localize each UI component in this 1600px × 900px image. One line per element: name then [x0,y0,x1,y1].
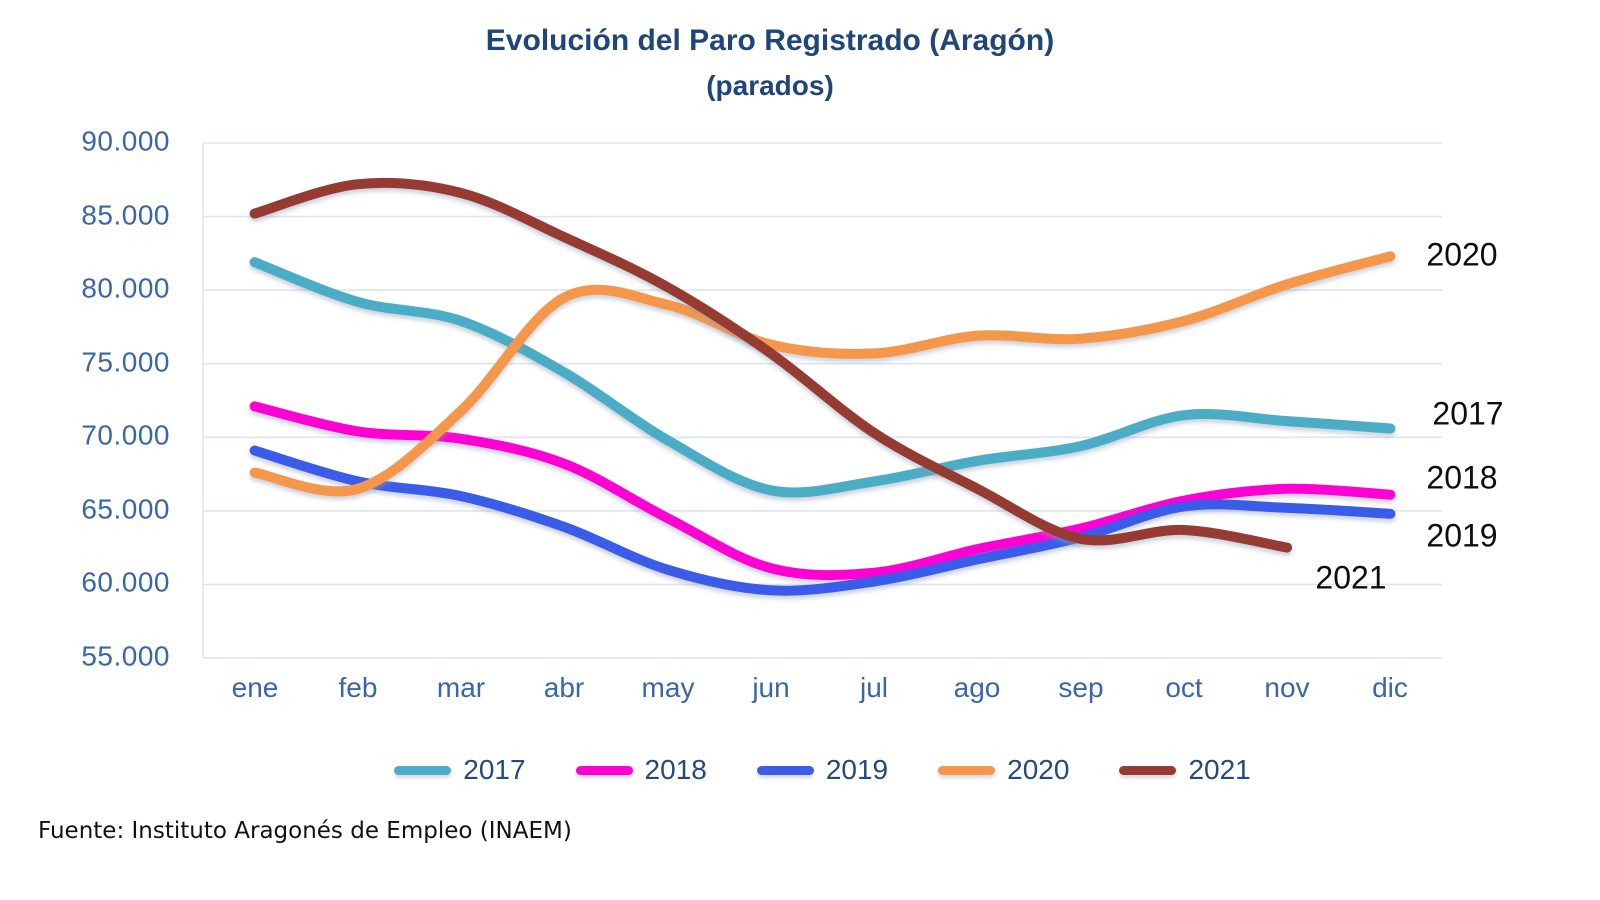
legend-item-2017: 2017 [394,754,526,786]
series-line-2017 [249,257,1396,498]
series-end-label-2021: 2021 [1315,559,1387,596]
legend-label-2017: 2017 [463,754,526,785]
x-tick-label-dic: dic [1372,672,1408,703]
x-tick-label-oct: oct [1165,672,1203,703]
x-tick-label-jun: jun [752,672,790,703]
x-tick-label-nov: nov [1264,672,1310,703]
legend-item-2018: 2018 [575,754,707,786]
x-tick-label-may: may [641,672,695,703]
x-tick-label-mar: mar [436,672,486,703]
legend-item-2021: 2021 [1119,754,1251,786]
chart-title: Evolución del Paro Registrado (Aragón) [485,24,1055,57]
y-tick-label: 75.000 [81,346,170,378]
chart-subtitle: (parados) [706,70,834,101]
legend-label-2019: 2019 [825,754,889,785]
x-tick-label-ene: ene [231,672,279,703]
series-line-2019 [249,445,1396,596]
x-tick-label-sep: sep [1058,672,1104,703]
y-tick-label: 65.000 [81,493,170,525]
chart-canvas [202,142,1442,659]
series-end-label-2017: 2017 [1432,395,1504,432]
legend-label-2021: 2021 [1188,754,1251,785]
y-tick-label: 55.000 [81,640,170,672]
series-line-2020 [249,251,1396,497]
legend-swatch-2021 [1119,765,1177,775]
x-tick-label-jul: jul [859,672,888,703]
series-end-label-2020: 2020 [1426,236,1498,273]
legend-item-2020: 2020 [938,754,1069,786]
series-lines [249,177,1396,596]
x-tick-label-feb: feb [338,672,378,703]
series-line-2018 [249,401,1396,581]
source-note: Fuente: Instituto Aragonés de Empleo (IN… [38,818,572,844]
legend: 2017 2018 2019 2020 2021 [203,750,1442,790]
series-line-2021 [249,177,1293,553]
legend-swatch-2019 [756,765,814,775]
y-tick-label: 80.000 [81,272,170,304]
legend-swatch-2020 [938,765,996,775]
series-end-label-2018: 2018 [1426,459,1498,496]
y-tick-label: 90.000 [81,125,170,157]
x-tick-label-abr: abr [543,672,585,703]
legend-item-2019: 2019 [756,754,889,786]
y-tick-label: 60.000 [81,566,170,598]
legend-swatch-2017 [394,765,452,775]
x-tick-label-ago: ago [953,672,1001,703]
y-tick-label: 85.000 [81,199,170,231]
legend-label-2018: 2018 [644,754,707,785]
legend-swatch-2018 [575,765,633,775]
legend-label-2020: 2020 [1007,754,1070,785]
gridlines [202,142,1442,659]
y-tick-label: 70.000 [81,419,170,451]
series-end-label-2019: 2019 [1426,517,1498,554]
